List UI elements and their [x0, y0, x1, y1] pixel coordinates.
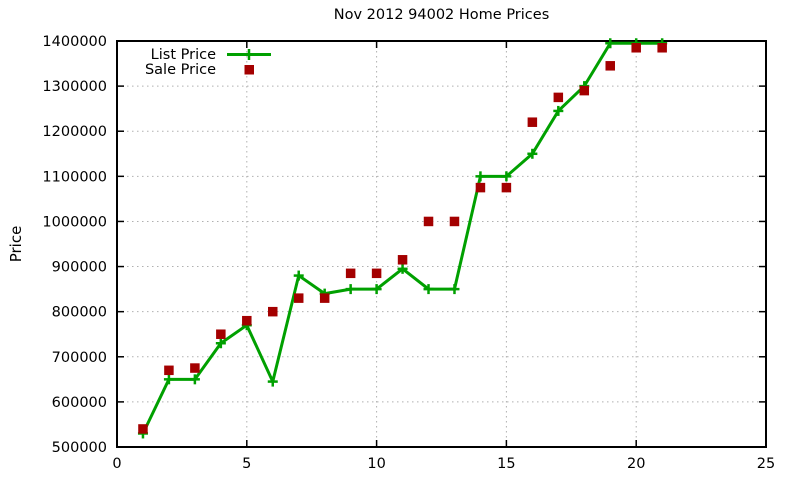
y-tick-label: 1000000 [42, 214, 107, 230]
sale-price-point [501, 182, 512, 193]
y-tick-label: 700000 [52, 350, 107, 366]
sale-price-point [631, 43, 641, 53]
sale-price-point [449, 216, 460, 227]
x-tick-label: 0 [112, 456, 121, 472]
y-tick-label: 800000 [52, 305, 107, 321]
sale-price-point [527, 117, 538, 127]
y-tick-label: 500000 [52, 440, 107, 456]
sale-price-point [190, 363, 200, 373]
sale-price-point [371, 268, 382, 279]
legend-entry-list-price: List Price [128, 46, 272, 63]
sale-price-point [553, 92, 564, 103]
y-tick-label: 1200000 [42, 124, 107, 140]
line-plus-sample-icon [226, 47, 272, 62]
square-sample-icon [226, 62, 272, 77]
list-price-line [141, 41, 663, 435]
x-tick-label: 25 [757, 456, 775, 472]
legend-entry-sale-price: Sale Price [128, 61, 272, 78]
y-tick-label: 1400000 [42, 34, 107, 50]
y-tick-label: 600000 [52, 395, 107, 411]
chart-title: Nov 2012 94002 Home Prices [333, 7, 550, 23]
sale-price-point [319, 293, 330, 303]
sale-price-point [475, 182, 486, 193]
sale-price-point [579, 85, 590, 96]
sale-price-point [164, 365, 174, 376]
y-tick-label: 900000 [52, 260, 107, 276]
y-tick-label: 1100000 [42, 169, 107, 185]
sale-price-point [268, 306, 278, 317]
sale-price-point [657, 43, 667, 53]
sale-price-point [242, 315, 252, 326]
x-tick-label: 15 [497, 456, 515, 472]
sale-price-point [216, 329, 226, 339]
plot-border [116, 40, 767, 448]
legend: List Price Sale Price [128, 46, 272, 78]
x-tick-label: 5 [242, 456, 251, 472]
x-tick-label: 20 [627, 456, 645, 472]
legend-label-sale-price: Sale Price [144, 61, 216, 78]
sale-price-point [423, 216, 434, 227]
legend-label-list-price: List Price [150, 46, 216, 63]
sale-price-point [293, 293, 304, 303]
y-tick-label: 1300000 [42, 79, 107, 95]
sale-price-point [345, 268, 356, 279]
x-tick-label: 10 [367, 456, 385, 472]
sale-price-point [397, 255, 408, 265]
sale-price-point [605, 61, 615, 71]
sale-price-point [138, 424, 148, 434]
